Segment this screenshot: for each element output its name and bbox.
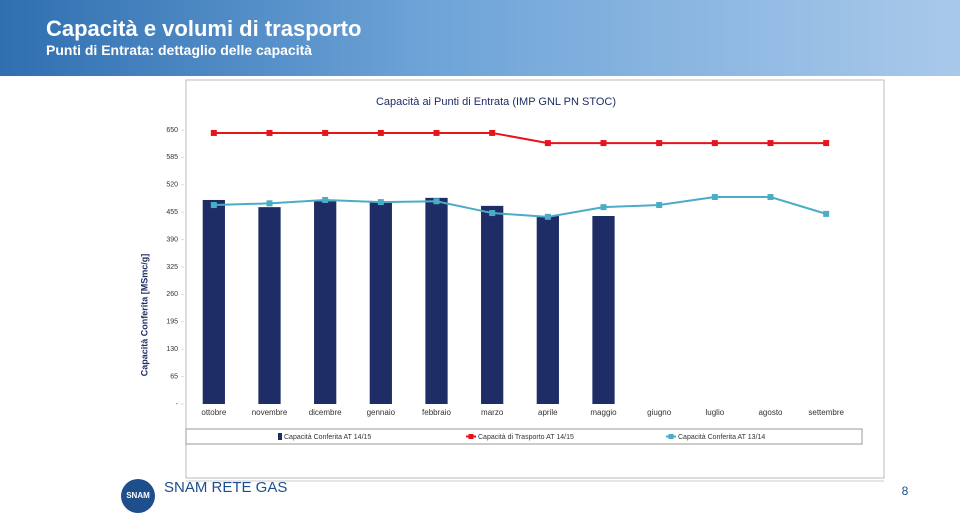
chart-title: Capacità ai Punti di Entrata (IMP GNL PN… (376, 96, 616, 108)
bar (592, 215, 615, 404)
x-tick-label: novembre (252, 408, 288, 417)
bar (481, 205, 504, 404)
x-tick-label: agosto (758, 408, 783, 417)
legend-label: Capacità Conferita AT 13/14 (678, 434, 765, 441)
marker (767, 140, 774, 147)
banner (0, 0, 960, 76)
bar (314, 201, 337, 404)
y-tick-label: 455 (166, 209, 178, 216)
x-tick-label: settembre (808, 408, 844, 417)
y-tick-label: 585 (166, 154, 178, 161)
marker (489, 210, 496, 217)
slide-title: Capacità e volumi di trasporto (46, 16, 362, 41)
marker (266, 129, 273, 136)
marker (711, 194, 718, 201)
x-tick-label: dicembre (309, 408, 342, 417)
logo (121, 479, 155, 513)
marker (377, 199, 384, 206)
x-tick-label: luglio (705, 408, 724, 417)
legend-label: Capacità Conferita AT 14/15 (284, 434, 371, 441)
marker (377, 129, 384, 136)
bar (258, 207, 281, 404)
marker (656, 202, 663, 209)
y-tick-label: 520 (166, 182, 178, 189)
x-tick-label: marzo (481, 408, 504, 417)
brand: SNAM RETE GAS (164, 479, 287, 496)
bar (425, 197, 448, 404)
y-tick-label: 325 (166, 264, 178, 271)
marker (322, 129, 329, 136)
chart-frame (185, 79, 885, 479)
y-tick-label: 65 (170, 373, 178, 380)
marker (433, 198, 440, 205)
marker (823, 140, 830, 147)
marker (711, 140, 718, 147)
legend-frame (185, 428, 863, 445)
y-axis-label: Capacità Conferita [MSmc/g] (139, 254, 149, 377)
slide-subtitle: Punti di Entrata: dettaglio delle capaci… (46, 42, 313, 58)
line (213, 196, 827, 218)
page-number: 8 (902, 484, 909, 498)
x-tick-label: febbraio (422, 408, 451, 417)
marker (489, 129, 496, 136)
marker (433, 129, 440, 136)
bar (536, 215, 559, 404)
y-tick-label: 390 (166, 236, 178, 243)
marker (600, 140, 607, 147)
marker (322, 196, 329, 203)
logo-text: SNAM (126, 491, 150, 500)
legend-swatch (668, 434, 674, 439)
x-tick-label: aprile (538, 408, 558, 417)
marker (600, 204, 607, 211)
marker (656, 140, 663, 147)
marker (210, 129, 217, 136)
legend-label: Capacità di Trasporto AT 14/15 (478, 434, 574, 441)
legend-swatch (278, 433, 282, 440)
marker (544, 140, 551, 147)
marker (544, 213, 551, 220)
y-tick-label: 650 (166, 127, 178, 134)
x-tick-label: ottobre (201, 408, 226, 417)
x-tick-label: gennaio (367, 408, 396, 417)
line (213, 131, 827, 145)
marker (823, 210, 830, 217)
y-tick-label: 195 (166, 319, 178, 326)
y-tick-label: - (176, 401, 179, 408)
legend-swatch (468, 434, 474, 439)
x-tick-label: giugno (647, 408, 672, 417)
bar (202, 199, 225, 404)
bar (369, 202, 392, 404)
y-tick-label: 260 (166, 291, 178, 298)
x-tick-label: maggio (590, 408, 617, 417)
marker (767, 194, 774, 201)
y-tick-label: 130 (166, 346, 178, 353)
marker (266, 200, 273, 207)
marker (210, 202, 217, 209)
